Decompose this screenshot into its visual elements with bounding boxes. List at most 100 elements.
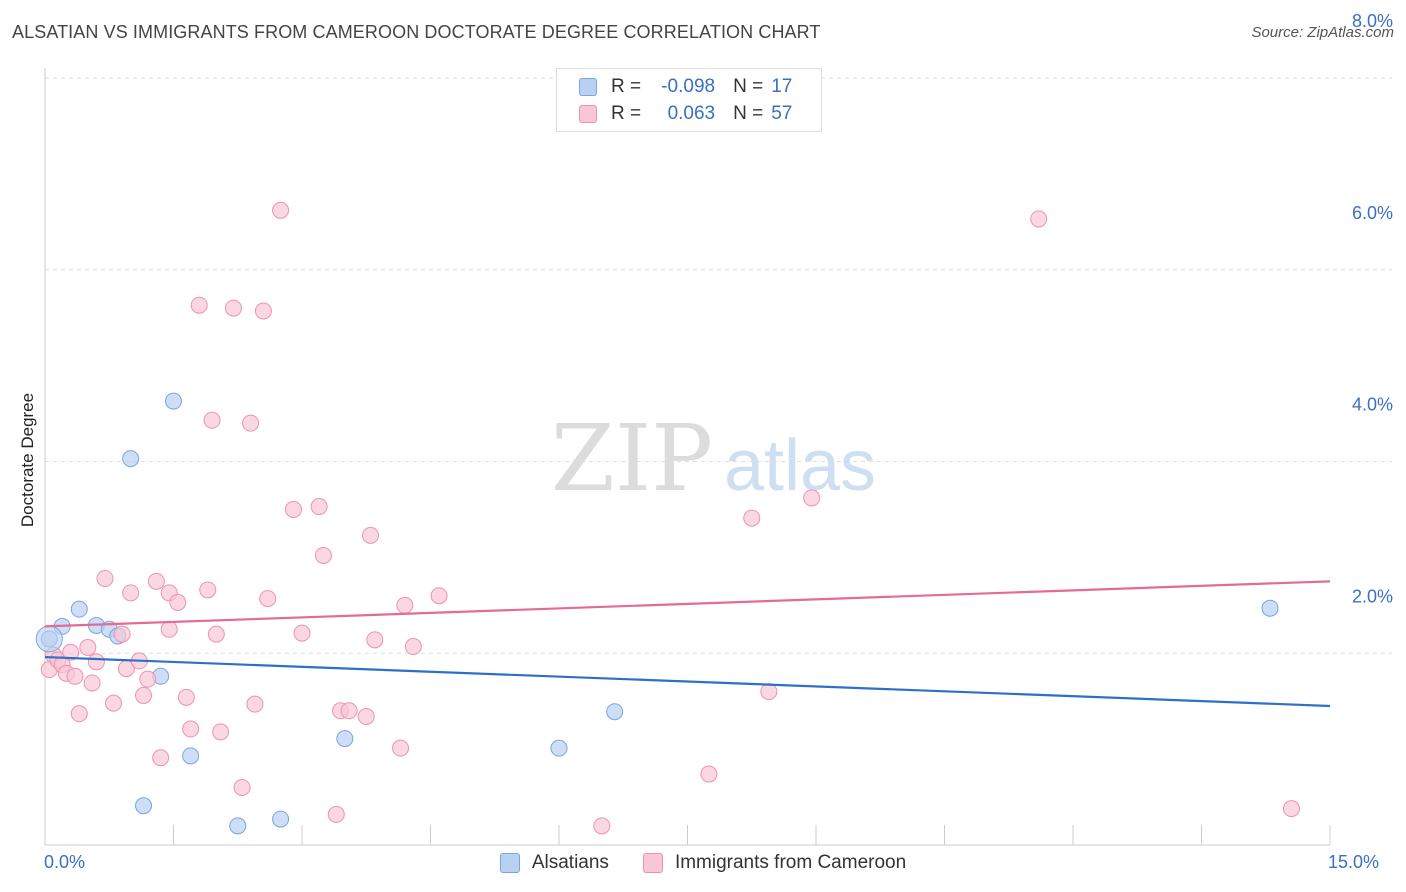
y-tick-label: 4.0%	[1352, 395, 1393, 415]
cameroon-point	[254, 302, 272, 320]
source-label: Source: ZipAtlas.com	[1251, 24, 1394, 41]
cameroon-point	[79, 638, 97, 656]
watermark-zip: ZIP	[551, 405, 713, 512]
cameroon-point	[1030, 210, 1048, 228]
cameroon-point	[203, 411, 221, 429]
legend-n-value: 57	[771, 103, 793, 124]
x-axis-max-label: 15.0%	[1328, 852, 1380, 872]
legend-r-label: R =	[611, 103, 642, 124]
cameroon-point	[177, 688, 195, 706]
cameroon-point	[182, 720, 200, 738]
cameroon-point	[66, 667, 84, 685]
alsatians-point	[122, 450, 140, 468]
cameroon-point	[242, 414, 260, 432]
cameroon-point	[160, 620, 178, 638]
cameroon-point	[362, 526, 380, 544]
y-tick-label: 8.0%	[1352, 11, 1393, 31]
cameroon-point	[105, 694, 123, 712]
cameroon-point	[169, 593, 187, 611]
legend-swatch-alsatians	[579, 78, 597, 96]
cameroon-point	[392, 739, 410, 757]
alsatians-point	[229, 817, 247, 835]
y-tick-label: 2.0%	[1352, 586, 1393, 606]
series-legend-label: Immigrants from Cameroon	[674, 852, 907, 873]
cameroon-point	[96, 569, 114, 587]
data-points	[35, 201, 1300, 835]
alsatians-point	[135, 797, 153, 815]
series-legend-cameroon[interactable]: Immigrants from Cameroon	[642, 852, 907, 874]
y-tick-label: 6.0%	[1352, 203, 1393, 223]
alsatians-trend-line	[44, 655, 1331, 708]
legend-row-alsatians: R = -0.098 N = 17	[579, 75, 792, 99]
chart-title: ALSATIAN VS IMMIGRANTS FROM CAMEROON DOC…	[12, 22, 821, 42]
cameroon-point	[593, 817, 611, 835]
cameroon-point	[135, 686, 153, 704]
watermark-atlas: atlas	[724, 426, 876, 506]
legend-swatch-cameroon	[579, 105, 597, 123]
cameroon-point	[760, 683, 778, 701]
cameroon-point	[293, 624, 311, 642]
cameroon-point	[803, 489, 821, 507]
trend-lines	[44, 580, 1331, 708]
cameroon-point	[340, 702, 358, 720]
alsatians-point	[165, 392, 182, 410]
legend-n-label: N =	[733, 103, 764, 124]
alsatians-cluster-point	[35, 625, 63, 653]
cameroon-point	[284, 500, 302, 518]
cameroon-point	[152, 749, 170, 767]
cameroon-point	[70, 705, 88, 723]
legend-r-value: 0.063	[667, 103, 716, 124]
x-axis-min-label: 0.0%	[44, 852, 86, 872]
series-swatch-alsatians	[499, 853, 520, 873]
cameroon-point	[190, 296, 208, 314]
cameroon-point	[113, 625, 131, 643]
cameroon-point	[147, 572, 165, 590]
cameroon-point	[327, 805, 345, 823]
cameroon-point	[366, 631, 384, 649]
cameroon-point	[87, 653, 105, 671]
cameroon-point	[233, 778, 251, 796]
watermark: ZIP atlas	[551, 405, 876, 512]
alsatians-point	[550, 739, 568, 757]
cameroon-point	[396, 596, 414, 614]
alsatians-point	[70, 600, 88, 618]
cameroon-point	[122, 584, 140, 602]
cameroon-point	[212, 723, 230, 741]
alsatians-point	[606, 703, 624, 721]
cameroon-point	[62, 643, 80, 661]
cameroon-trend-line	[44, 580, 1331, 628]
cameroon-point	[357, 708, 375, 726]
cameroon-point	[259, 590, 277, 608]
legend-row-cameroon: R = 0.063 N = 57	[579, 102, 792, 126]
series-legend-alsatians[interactable]: Alsatians	[499, 852, 609, 874]
legend-n-value: 17	[771, 76, 793, 97]
legend-r-label: R =	[611, 76, 642, 97]
cameroon-point	[404, 638, 422, 656]
cameroon-point	[743, 509, 761, 527]
cameroon-point	[430, 587, 448, 605]
legend-r-value: -0.098	[661, 76, 716, 97]
cameroon-point	[199, 581, 217, 599]
series-swatch-cameroon	[642, 853, 663, 873]
gridlines	[45, 77, 1392, 654]
cameroon-point	[314, 546, 332, 564]
cameroon-point	[272, 201, 290, 219]
cameroon-point	[207, 625, 225, 643]
legend-n-label: N =	[733, 76, 764, 97]
cameroon-point	[83, 674, 101, 692]
series-legend: Alsatians Immigrants from Cameroon	[0, 852, 1406, 874]
alsatians-point	[182, 747, 200, 765]
cameroon-point	[700, 765, 718, 783]
correlation-legend: R = -0.098 N = 17 R = 0.063 N = 57	[556, 68, 822, 132]
cameroon-point	[1282, 800, 1300, 818]
axes	[44, 68, 1331, 846]
alsatians-point	[1261, 599, 1279, 617]
alsatians-point	[336, 730, 354, 748]
series-legend-label: Alsatians	[531, 852, 609, 873]
cameroon-point	[310, 498, 328, 516]
cameroon-point	[246, 695, 264, 713]
alsatians-point	[272, 810, 290, 828]
cameroon-point	[139, 670, 157, 688]
y-tick-labels: 2.0% 4.0% 6.0% 8.0%	[1352, 11, 1393, 606]
